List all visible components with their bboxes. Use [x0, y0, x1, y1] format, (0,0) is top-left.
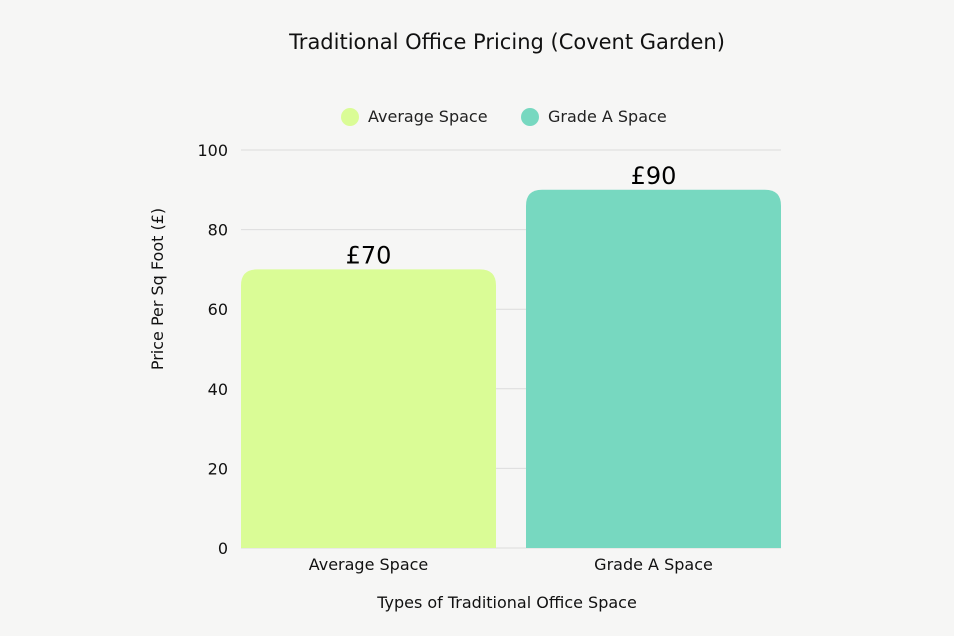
x-tick-label: Grade A Space: [594, 555, 713, 574]
bar-average-space: [241, 269, 496, 548]
legend-label: Grade A Space: [548, 107, 667, 126]
legend-swatch: [341, 108, 359, 126]
y-tick-label: 80: [208, 221, 228, 240]
data-label: £90: [631, 162, 677, 190]
bar-grade-a-space: [526, 189, 781, 549]
y-axis-ticks: 0 20 40 60 80 100: [197, 141, 228, 558]
bars: [241, 189, 781, 549]
x-axis-title: Types of Traditional Office Space: [376, 593, 637, 612]
x-tick-label: Average Space: [309, 555, 429, 574]
data-labels: £70 £90: [346, 162, 677, 270]
y-axis-title: Price Per Sq Foot (£): [148, 208, 167, 370]
y-tick-label: 0: [218, 539, 228, 558]
y-tick-label: 100: [197, 141, 228, 160]
y-tick-label: 60: [208, 300, 228, 319]
data-label: £70: [346, 241, 392, 269]
x-axis-ticks: Average Space Grade A Space: [309, 555, 713, 574]
legend-label: Average Space: [368, 107, 488, 126]
legend: Average Space Grade A Space: [341, 107, 667, 126]
y-tick-label: 40: [208, 380, 228, 399]
chart-title: Traditional Office Pricing (Covent Garde…: [288, 30, 725, 54]
y-tick-label: 20: [208, 459, 228, 478]
legend-swatch: [521, 108, 539, 126]
